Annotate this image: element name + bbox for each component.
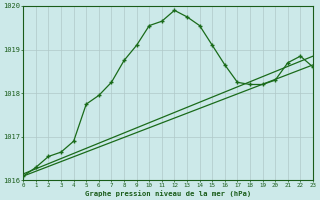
X-axis label: Graphe pression niveau de la mer (hPa): Graphe pression niveau de la mer (hPa) xyxy=(85,190,251,197)
